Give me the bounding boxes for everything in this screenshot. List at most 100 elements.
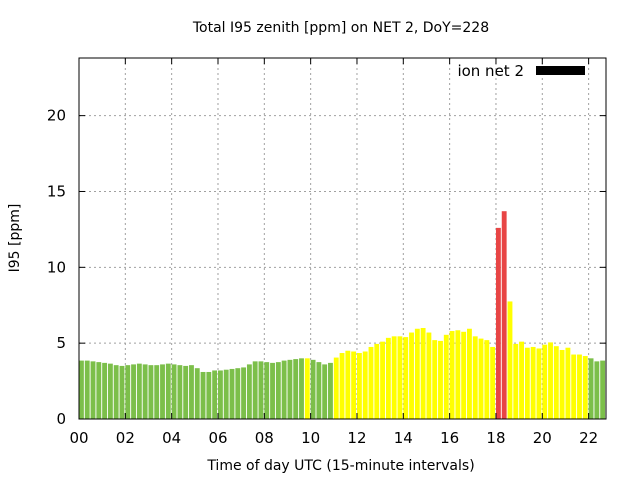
chart-title: Total I95 zenith [ppm] on NET 2, DoY=228	[192, 20, 489, 36]
bar	[304, 358, 310, 419]
bar-group	[79, 211, 606, 419]
bar	[84, 360, 90, 419]
bar	[136, 363, 142, 419]
bar	[409, 332, 414, 419]
bar	[165, 363, 171, 419]
bar	[524, 347, 530, 419]
bar	[177, 365, 183, 419]
bar	[113, 365, 119, 419]
bar	[194, 368, 200, 419]
bar	[316, 362, 322, 419]
bar	[328, 362, 333, 419]
bar	[368, 346, 374, 419]
legend-label: ion net 2	[457, 62, 524, 80]
bar	[206, 371, 212, 419]
bar	[310, 359, 316, 419]
bar	[171, 364, 177, 419]
bar	[588, 358, 594, 419]
bar	[322, 364, 328, 419]
bar	[455, 330, 461, 419]
bar	[513, 343, 519, 419]
bar	[519, 341, 524, 419]
bar	[339, 353, 345, 419]
bar	[438, 340, 443, 419]
y-tick-label: 0	[56, 410, 66, 428]
x-tick-label: 14	[394, 429, 413, 447]
y-axis-ticks: 0 5 10 15 20	[47, 107, 606, 428]
bar	[223, 369, 229, 419]
x-tick-label: 02	[116, 429, 135, 447]
x-tick-label: 20	[533, 429, 552, 447]
bar	[362, 351, 368, 419]
bar	[467, 328, 472, 419]
x-tick-label: 12	[347, 429, 366, 447]
bar	[345, 350, 351, 419]
bar	[553, 346, 559, 419]
x-tick-label: 00	[69, 429, 88, 447]
y-tick-label: 10	[47, 258, 66, 276]
bar	[131, 364, 136, 419]
bar	[530, 346, 536, 419]
y-tick-label: 5	[56, 334, 66, 352]
bar	[426, 332, 432, 419]
bar	[559, 349, 565, 419]
bar	[351, 351, 357, 419]
bar	[391, 336, 397, 419]
bar	[125, 365, 131, 419]
bar	[571, 354, 577, 419]
bar	[217, 370, 223, 419]
bar	[293, 359, 299, 419]
bar	[270, 362, 275, 419]
bar	[258, 361, 264, 419]
bar	[148, 365, 154, 419]
plot-frame	[78, 57, 607, 420]
x-tick-label: 08	[255, 429, 274, 447]
bar	[212, 370, 218, 419]
bar	[79, 360, 84, 419]
bar	[385, 337, 391, 419]
bar	[600, 360, 606, 419]
bar	[287, 359, 293, 419]
bar	[594, 361, 600, 419]
bar	[577, 354, 582, 419]
x-tick-label: 16	[440, 429, 459, 447]
bar	[252, 361, 258, 419]
bar	[507, 301, 513, 419]
bar	[241, 367, 247, 419]
bar	[403, 337, 409, 419]
bar	[542, 344, 548, 419]
bar	[235, 368, 241, 419]
bar	[420, 327, 426, 419]
y-tick-label: 20	[47, 107, 66, 125]
bar	[484, 340, 490, 419]
bar	[501, 211, 507, 419]
bar	[119, 365, 125, 419]
bar	[461, 331, 467, 419]
bar	[565, 347, 571, 419]
bar	[582, 356, 588, 419]
bar	[299, 358, 304, 419]
x-tick-label: 22	[579, 429, 598, 447]
y-axis-label: I95 [ppm]	[7, 204, 23, 273]
bar	[443, 334, 449, 419]
bar	[397, 336, 403, 419]
bar	[160, 364, 165, 419]
bar	[495, 227, 501, 419]
bar	[246, 364, 252, 419]
x-tick-label: 18	[486, 429, 505, 447]
bar	[333, 357, 339, 419]
bar	[264, 362, 270, 419]
x-tick-label: 10	[301, 429, 320, 447]
bar	[490, 346, 496, 419]
bar	[142, 364, 148, 419]
x-tick-label: 06	[208, 429, 227, 447]
legend-swatch	[536, 66, 585, 75]
bar	[478, 338, 484, 419]
bar	[90, 361, 96, 419]
bar	[548, 342, 553, 419]
bar	[107, 363, 113, 419]
bar	[183, 365, 189, 419]
bar	[374, 343, 380, 419]
bar	[380, 341, 386, 419]
